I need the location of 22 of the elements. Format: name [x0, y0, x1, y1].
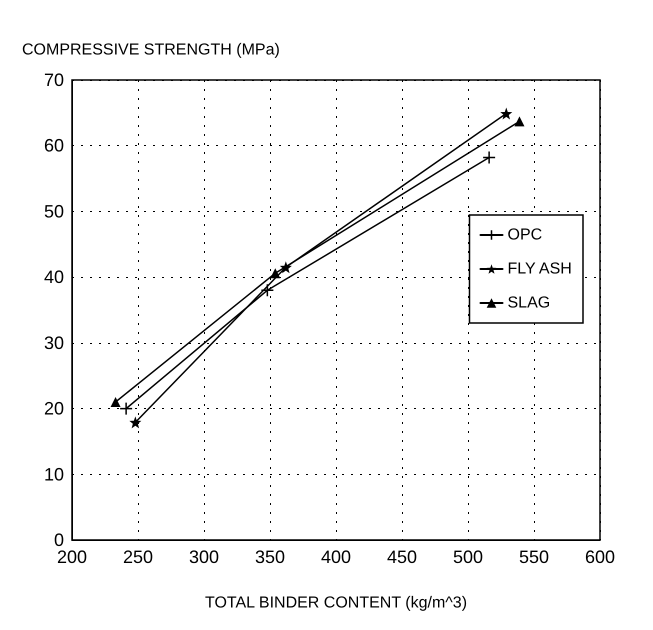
x-tick-label: 350 [254, 547, 286, 567]
x-tick-label: 300 [188, 547, 220, 567]
y-axis-title: COMPRESSIVE STRENGTH (MPa) [22, 42, 280, 58]
y-tick-label: 50 [44, 201, 64, 222]
legend-label: FLY ASH [508, 260, 572, 278]
x-tick-label: 450 [386, 547, 418, 567]
legend-label: SLAG [508, 294, 550, 312]
y-tick-label: 10 [44, 464, 64, 484]
legend-label: OPC [508, 226, 542, 244]
y-tick-label: 40 [44, 267, 64, 288]
x-tick-label: 600 [584, 547, 616, 567]
x-tick-label: 400 [320, 547, 352, 567]
y-tick-label: 0 [54, 530, 64, 550]
x-tick-label: 250 [122, 547, 154, 567]
y-tick-label: 30 [44, 332, 64, 353]
y-tick-label: 60 [44, 136, 64, 156]
x-tick-label: 550 [518, 547, 550, 567]
y-tick-label: 70 [44, 70, 64, 90]
x-axis-title: TOTAL BINDER CONTENT (kg/m^3) [204, 594, 468, 612]
x-tick-label: 500 [452, 547, 484, 567]
x-tick-label: 200 [56, 547, 88, 567]
y-tick-label: 20 [44, 398, 64, 419]
